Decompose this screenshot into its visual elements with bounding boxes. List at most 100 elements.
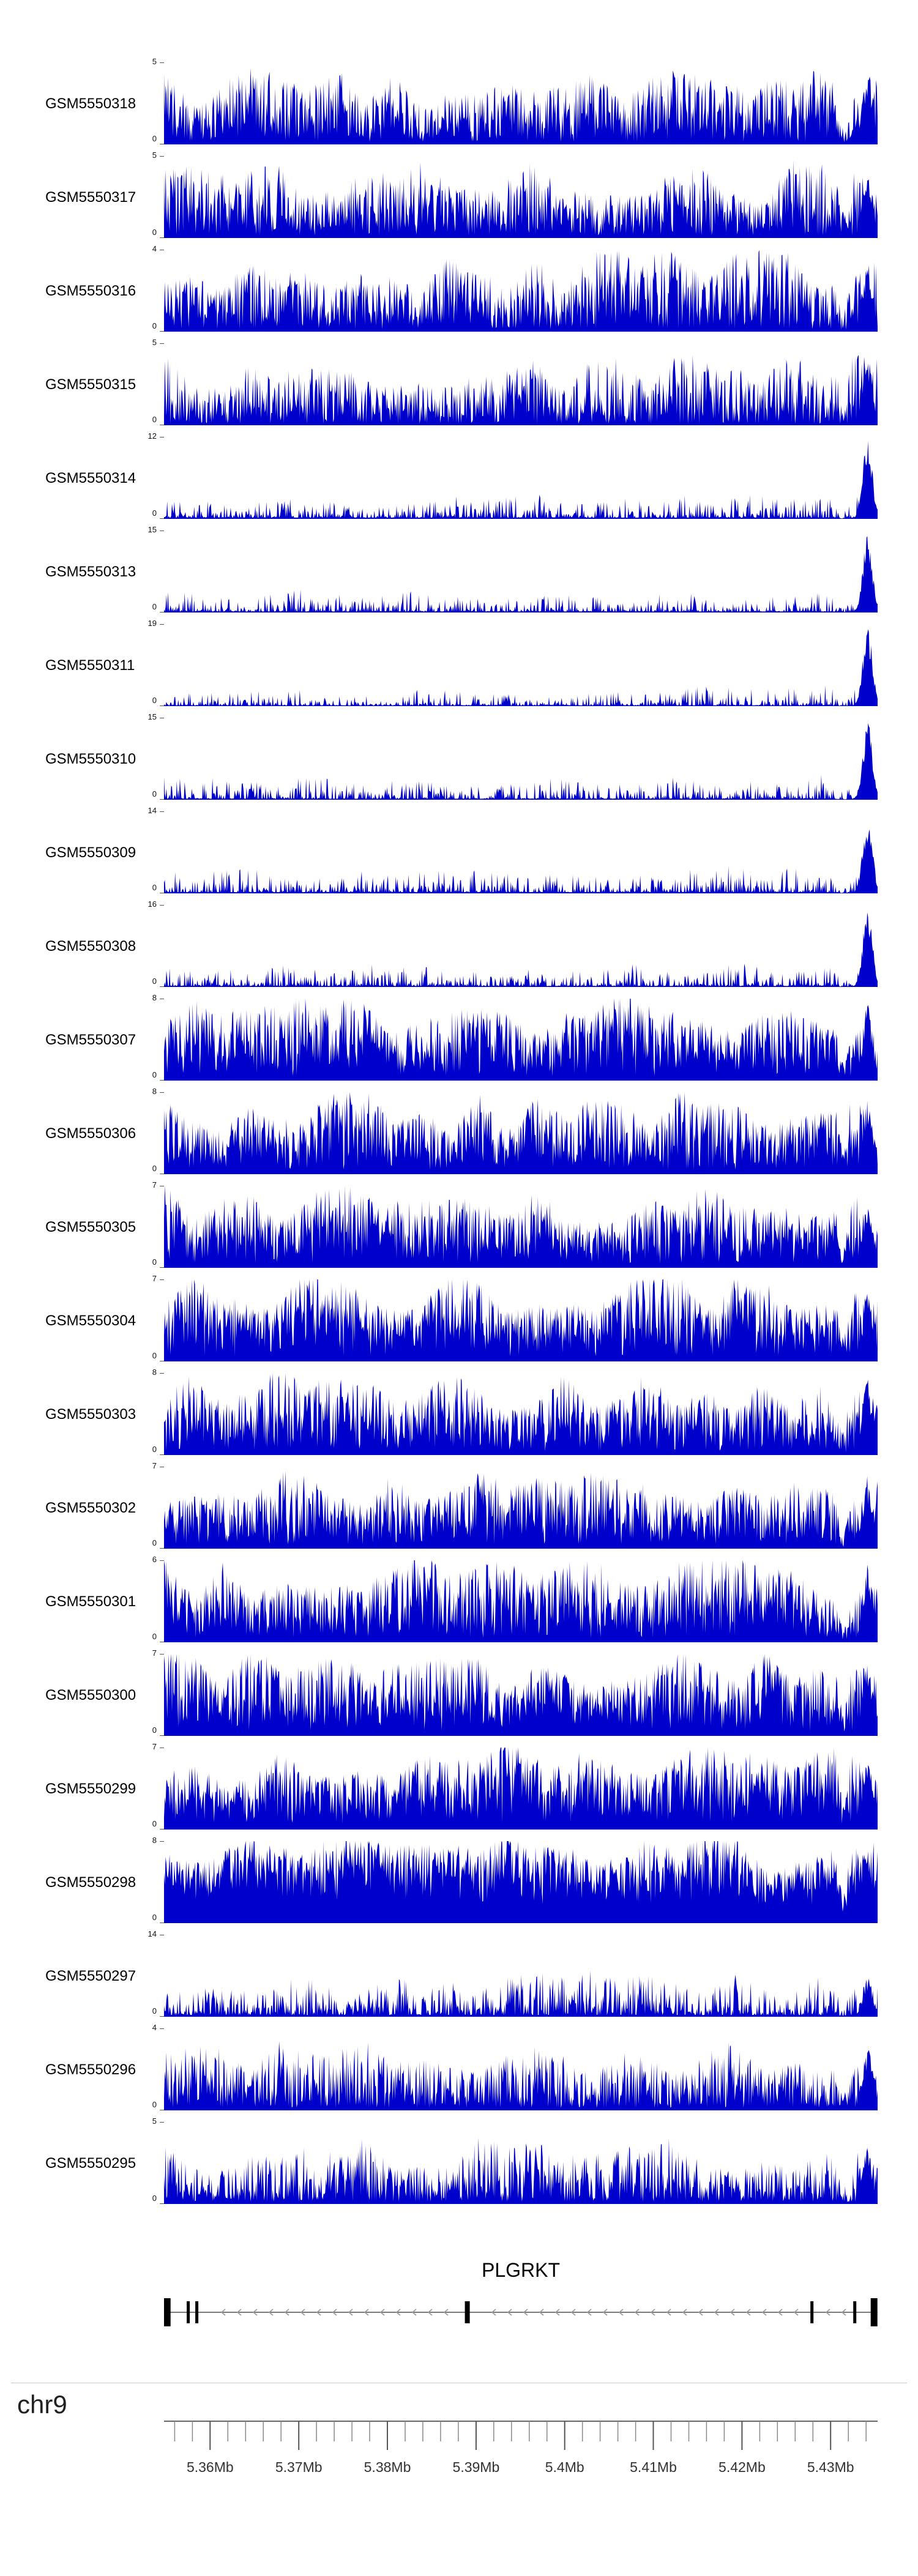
y-axis-tick [160, 1654, 164, 1655]
y-axis-tick [160, 343, 164, 344]
y-axis-max-value: 16 [147, 899, 157, 909]
y-axis-max-value: 19 [147, 619, 157, 628]
y-axis-zero-value: 0 [152, 1164, 157, 1173]
y-axis-max-value: 7 [152, 1742, 157, 1751]
y-axis-zero-value: 0 [152, 1351, 157, 1360]
y-axis-max-value: 6 [152, 1555, 157, 1564]
y-axis-zero-value: 0 [152, 789, 157, 798]
y-axis-zero-value: 0 [152, 508, 157, 518]
track-label: GSM5550298 [45, 1874, 136, 1891]
track-row-GSM5550301: GSM5550301 6 0 [0, 1555, 918, 1654]
genome-axis: 5.36Mb 5.37Mb 5.38Mb 5.39Mb 5.4Mb 5.41Mb 5.42M… [164, 2421, 878, 2475]
y-axis-max-value: 7 [152, 1461, 157, 1470]
chromosome-label: chr9 [17, 2390, 67, 2419]
coverage-plot [164, 1970, 878, 2017]
track-label: GSM5550310 [45, 751, 136, 767]
track-label: GSM5550308 [45, 938, 136, 955]
track-row-GSM5550303: GSM5550303 8 0 [0, 1368, 918, 1467]
y-axis-tick [160, 905, 164, 906]
track-label: GSM5550313 [45, 564, 136, 580]
coverage-plot [164, 912, 878, 987]
y-axis-zero-value: 0 [152, 2194, 157, 2203]
y-axis-tick [160, 986, 164, 987]
y-axis-zero-value: 0 [152, 1070, 157, 1079]
y-axis-zero-value: 0 [152, 1725, 157, 1735]
y-axis-max-value: 5 [152, 338, 157, 347]
y-axis-max-value: 5 [152, 2116, 157, 2126]
y-axis-tick [160, 518, 164, 519]
coverage-plot [164, 2041, 878, 2110]
y-axis-tick [160, 1279, 164, 1280]
y-axis-max-value: 14 [147, 806, 157, 815]
svg-text:5.41Mb: 5.41Mb [630, 2459, 677, 2475]
track-label: GSM5550302 [45, 1500, 136, 1516]
y-axis-zero-value: 0 [152, 321, 157, 330]
y-axis-max-value: 7 [152, 1274, 157, 1283]
y-axis-tick [160, 1373, 164, 1374]
y-axis-max-value: 5 [152, 57, 157, 66]
y-axis-max-value: 15 [147, 525, 157, 534]
track-label: GSM5550315 [45, 376, 136, 393]
y-axis-tick [160, 1080, 164, 1081]
gene-name-label: PLGRKT [481, 2259, 561, 2281]
svg-text:5.43Mb: 5.43Mb [807, 2459, 854, 2475]
y-axis-max-value: 15 [147, 712, 157, 721]
track-row-GSM5550304: GSM5550304 7 0 [0, 1275, 918, 1373]
track-label: GSM5550296 [45, 2061, 136, 2078]
y-axis-tick [160, 331, 164, 332]
y-axis-zero-value: 0 [152, 696, 157, 705]
coverage-plot [164, 2137, 878, 2204]
track-row-GSM5550300: GSM5550300 7 0 [0, 1649, 918, 1748]
coverage-plot [164, 723, 878, 800]
y-axis-zero-value: 0 [152, 1913, 157, 1922]
y-axis-tick [160, 799, 164, 800]
track-label: GSM5550299 [45, 1781, 136, 1797]
track-label: GSM5550303 [45, 1406, 136, 1423]
y-axis-tick [160, 2016, 164, 2017]
track-label: GSM5550297 [45, 1968, 136, 1984]
y-axis-tick [160, 1560, 164, 1561]
track-row-GSM5550317: GSM5550317 5 0 [0, 151, 918, 250]
track-row-GSM5550295: GSM5550295 5 0 [0, 2117, 918, 2216]
y-axis-tick [160, 156, 164, 157]
y-axis-tick [160, 1735, 164, 1736]
track-label: GSM5550314 [45, 470, 136, 486]
track-label: GSM5550317 [45, 189, 136, 206]
y-axis-tick [160, 1548, 164, 1549]
track-row-GSM5550310: GSM5550310 15 0 [0, 713, 918, 811]
coverage-plot [164, 1373, 878, 1455]
coverage-plot [164, 629, 878, 706]
track-row-GSM5550311: GSM5550311 19 0 [0, 619, 918, 718]
track-row-GSM5550299: GSM5550299 7 0 [0, 1743, 918, 1841]
coverage-plot [164, 1654, 878, 1736]
y-axis-zero-value: 0 [152, 602, 157, 611]
coverage-plot [164, 250, 878, 332]
track-row-GSM5550318: GSM5550318 5 0 [0, 58, 918, 156]
coverage-plot [164, 1560, 878, 1642]
y-axis-zero-value: 0 [152, 1445, 157, 1454]
y-axis-tick [160, 624, 164, 625]
gene-model-track [164, 2298, 878, 2326]
y-axis-zero-value: 0 [152, 977, 157, 986]
y-axis-tick [160, 2028, 164, 2029]
y-axis-zero-value: 0 [152, 2100, 157, 2109]
y-axis-tick [160, 705, 164, 706]
track-row-GSM5550314: GSM5550314 12 0 [0, 432, 918, 530]
y-axis-max-value: 8 [152, 993, 157, 1002]
track-row-GSM5550313: GSM5550313 15 0 [0, 526, 918, 624]
track-row-GSM5550302: GSM5550302 7 0 [0, 1462, 918, 1560]
track-row-GSM5550305: GSM5550305 7 0 [0, 1181, 918, 1279]
y-axis-max-value: 4 [152, 2023, 157, 2032]
y-axis-tick [160, 237, 164, 238]
y-axis-max-value: 7 [152, 1180, 157, 1189]
track-label: GSM5550306 [45, 1125, 136, 1142]
svg-text:5.39Mb: 5.39Mb [453, 2459, 500, 2475]
y-axis-zero-value: 0 [152, 883, 157, 892]
track-label: GSM5550305 [45, 1219, 136, 1235]
y-axis-zero-value: 0 [152, 415, 157, 424]
y-axis-max-value: 7 [152, 1648, 157, 1658]
coverage-plot [164, 1279, 878, 1361]
coverage-plot [164, 999, 878, 1081]
track-label: GSM5550311 [45, 657, 135, 674]
